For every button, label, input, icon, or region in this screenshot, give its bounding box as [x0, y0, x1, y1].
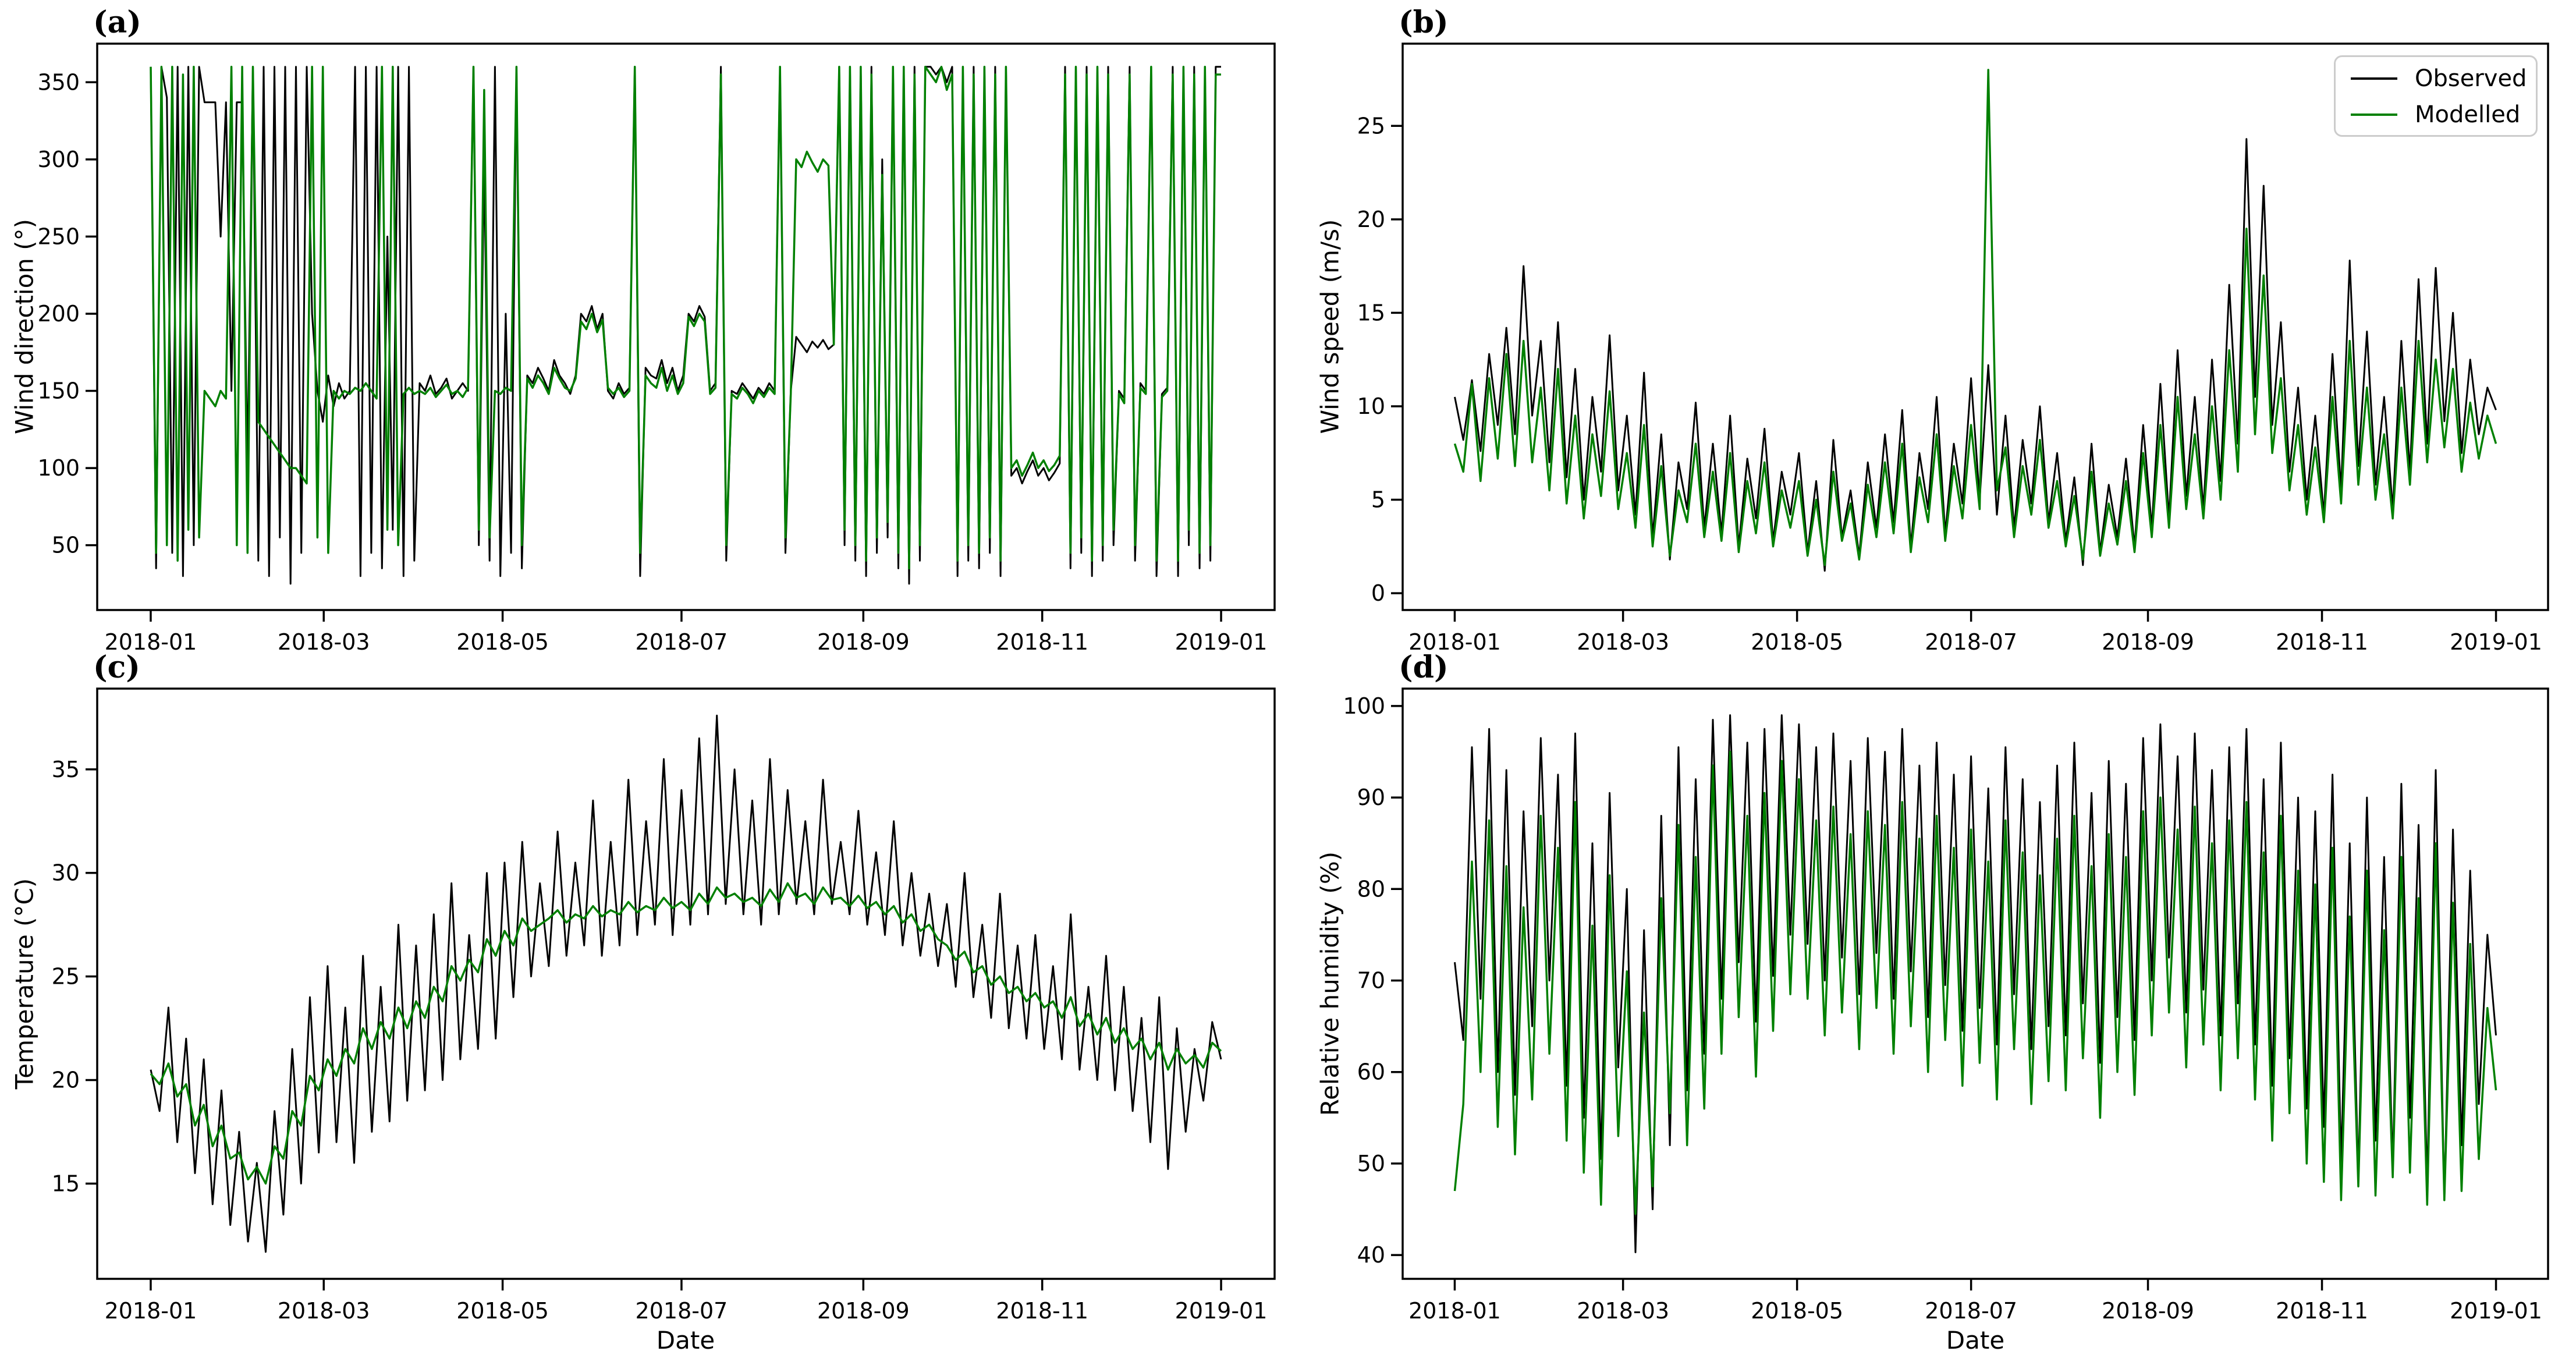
x-tick-label: 2019-01	[2450, 629, 2542, 652]
y-tick-label: 5	[1371, 487, 1385, 513]
legend-line-modelled-icon	[2351, 114, 2397, 116]
axes-spines	[1401, 687, 2549, 1280]
plot-c: 2018-01 2018-03 2018-05 2018-07 2018-09 2018-…	[52, 687, 1276, 1324]
panel-letter-a: (a)	[93, 5, 141, 40]
y-tick-label: 50	[1357, 1151, 1385, 1176]
series-observed	[1454, 138, 2497, 572]
x-tick-label: 2018-01	[1408, 1298, 1501, 1324]
x-tick-label: 2019-01	[1175, 1298, 1268, 1324]
x-tick-label: 2018-05	[456, 1298, 549, 1324]
y-tick-label: 60	[1357, 1059, 1385, 1085]
plot-a: 2018-01 2018-03 2018-05 2018-07 2018-09 2018-…	[37, 42, 1276, 652]
series-modelled	[150, 882, 1222, 1185]
legend-label-observed: Observed	[2415, 65, 2527, 92]
x-tick-label: 2018-09	[2102, 629, 2194, 652]
series-observed	[150, 714, 1222, 1253]
panel-letter-b: (b)	[1399, 5, 1449, 40]
panel-d: (d) Relative humidity (%) Date 2018-01 20…	[1288, 652, 2576, 1358]
y-tick-label: 20	[52, 1067, 80, 1093]
x-tick-label: 2018-05	[456, 629, 549, 652]
y-tick-label: 15	[1357, 300, 1385, 325]
y-tick-label: 30	[52, 860, 80, 886]
x-tick-label: 2018-03	[278, 1298, 370, 1324]
x-tick-label: 2018-03	[1577, 629, 1669, 652]
x-tick-label: 2018-07	[636, 1298, 728, 1324]
x-tick-label: 2018-09	[817, 1298, 910, 1324]
y-tick-label: 150	[37, 378, 80, 404]
x-tick-label: 2018-05	[1751, 1298, 1843, 1324]
panel-letter-c: (c)	[93, 650, 140, 685]
panel-c: (c) Temperature (°C) Date 2018-01 2018-03…	[0, 652, 1288, 1358]
y-tick-label: 350	[37, 69, 80, 95]
y-tick-label: 100	[37, 455, 80, 481]
x-tick-label: 2018-01	[1408, 629, 1501, 652]
x-tick-label: 2018-11	[2276, 629, 2368, 652]
y-tick-label: 80	[1357, 876, 1385, 902]
x-tick-label: 2018-01	[105, 629, 197, 652]
series-modelled	[150, 66, 1221, 570]
x-axis-label-d: Date	[1946, 1326, 2005, 1355]
y-tick-label: 35	[52, 757, 80, 782]
panel-a: (a) Wind direction (°) 2018-01 2018-03 201…	[0, 0, 1288, 652]
y-tick-label: 90	[1357, 785, 1385, 810]
plot-b: 2018-01 2018-03 2018-05 2018-07 2018-09 2018-…	[1357, 42, 2549, 652]
x-tick-label: 2018-05	[1751, 629, 1843, 652]
y-tick-label: 25	[1357, 113, 1385, 139]
panel-letter-d: (d)	[1399, 650, 1449, 685]
x-axis-label-c: Date	[656, 1326, 715, 1355]
y-tick-label: 40	[1357, 1242, 1385, 1268]
x-tick-label: 2018-07	[636, 629, 728, 652]
x-tick-label: 2018-01	[105, 1298, 197, 1324]
y-tick-label: 20	[1357, 207, 1385, 232]
x-tick-label: 2019-01	[1175, 629, 1268, 652]
y-tick-label: 25	[52, 964, 80, 990]
legend-line-observed-icon	[2351, 77, 2397, 80]
y-tick-label: 200	[37, 301, 80, 327]
y-tick-label: 50	[52, 533, 80, 558]
x-tick-label: 2018-09	[2102, 1298, 2194, 1324]
x-tick-label: 2018-09	[817, 629, 910, 652]
panel-b: (b) Wind speed (m/s) 2018-01 2018-03 2018-…	[1288, 0, 2576, 652]
y-tick-label: 250	[37, 224, 80, 249]
y-tick-label: 70	[1357, 967, 1385, 993]
axes-spines	[1401, 42, 2549, 611]
series-modelled	[1453, 69, 2497, 566]
axes-spines	[96, 687, 1276, 1280]
legend-label-modelled: Modelled	[2415, 101, 2521, 128]
y-tick-label: 15	[52, 1171, 80, 1196]
x-tick-label: 2018-11	[996, 629, 1088, 652]
plot-d: 2018-01 2018-03 2018-05 2018-07 2018-09 2018-…	[1343, 687, 2549, 1324]
series-observed	[1454, 714, 2497, 1253]
y-tick-label: 300	[37, 147, 80, 172]
legend: Observed Modelled	[2334, 55, 2538, 137]
y-tick-label: 100	[1343, 693, 1385, 719]
x-tick-label: 2018-07	[1925, 629, 2017, 652]
x-tick-label: 2018-07	[1925, 1298, 2017, 1324]
y-tick-label: 0	[1371, 580, 1385, 606]
x-tick-label: 2018-03	[1577, 1298, 1669, 1324]
legend-entry-modelled: Modelled	[2336, 97, 2536, 133]
x-tick-label: 2018-03	[278, 629, 370, 652]
x-tick-label: 2019-01	[2450, 1298, 2542, 1324]
legend-entry-observed: Observed	[2336, 61, 2536, 97]
y-tick-label: 10	[1357, 393, 1385, 419]
x-tick-label: 2018-11	[996, 1298, 1088, 1324]
axes-spines	[96, 42, 1276, 611]
x-tick-label: 2018-11	[2276, 1298, 2368, 1324]
series-modelled	[1453, 750, 2497, 1215]
